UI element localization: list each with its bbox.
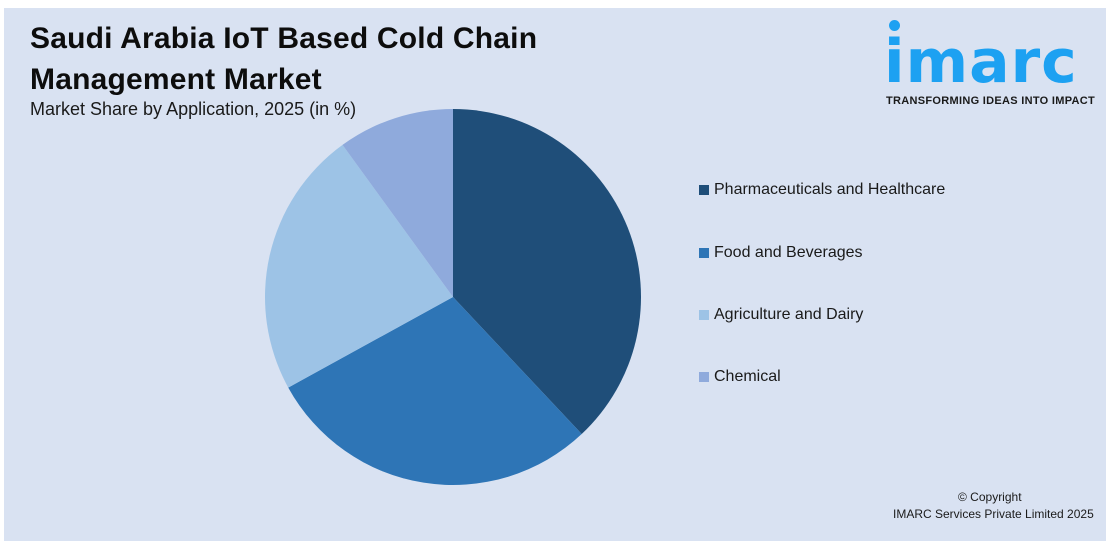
- imarc-logo: imarc TRANSFORMING IDEAS INTO IMPACT: [884, 18, 1096, 113]
- pie-slices: [265, 109, 641, 485]
- legend-swatch: [699, 185, 709, 195]
- pie-slice-food: [288, 297, 582, 485]
- legend-item-food: Food and Beverages: [699, 244, 863, 262]
- legend-item-pharmaceuticals: Pharmaceuticals and Healthcare: [699, 181, 945, 199]
- logo-wordmark: imarc: [884, 27, 1078, 97]
- chart-subtitle: Market Share by Application, 2025 (in %): [30, 99, 357, 119]
- pie-slice-chemical: [342, 109, 453, 297]
- legend-swatch: [699, 248, 709, 258]
- logo-tagline: TRANSFORMING IDEAS INTO IMPACT: [886, 95, 1096, 107]
- legend-item-chemical: Chemical: [699, 368, 781, 386]
- copyright-symbol-line: © Copyright: [958, 490, 1022, 504]
- legend-label: Pharmaceuticals and Healthcare: [714, 181, 946, 198]
- legend-item-agriculture: Agriculture and Dairy: [699, 306, 863, 324]
- legend-label: Chemical: [714, 368, 781, 385]
- pie-slice-agriculture: [265, 144, 453, 388]
- pie-slice-pharmaceuticals: [453, 109, 641, 435]
- chart-title-line1: Saudi Arabia IoT Based Cold Chain: [30, 22, 538, 55]
- legend-label: Food and Beverages: [714, 244, 863, 261]
- chart-title: Saudi Arabia IoT Based Cold Chain Manage…: [30, 18, 537, 100]
- legend-label: Agriculture and Dairy: [714, 306, 864, 323]
- legend-swatch: [699, 372, 709, 382]
- copyright-owner-line: IMARC Services Private Limited 2025: [893, 507, 1094, 521]
- legend-swatch: [699, 310, 709, 320]
- logo-dot-icon: [889, 20, 900, 31]
- chart-title-line2: Management Market: [30, 63, 322, 96]
